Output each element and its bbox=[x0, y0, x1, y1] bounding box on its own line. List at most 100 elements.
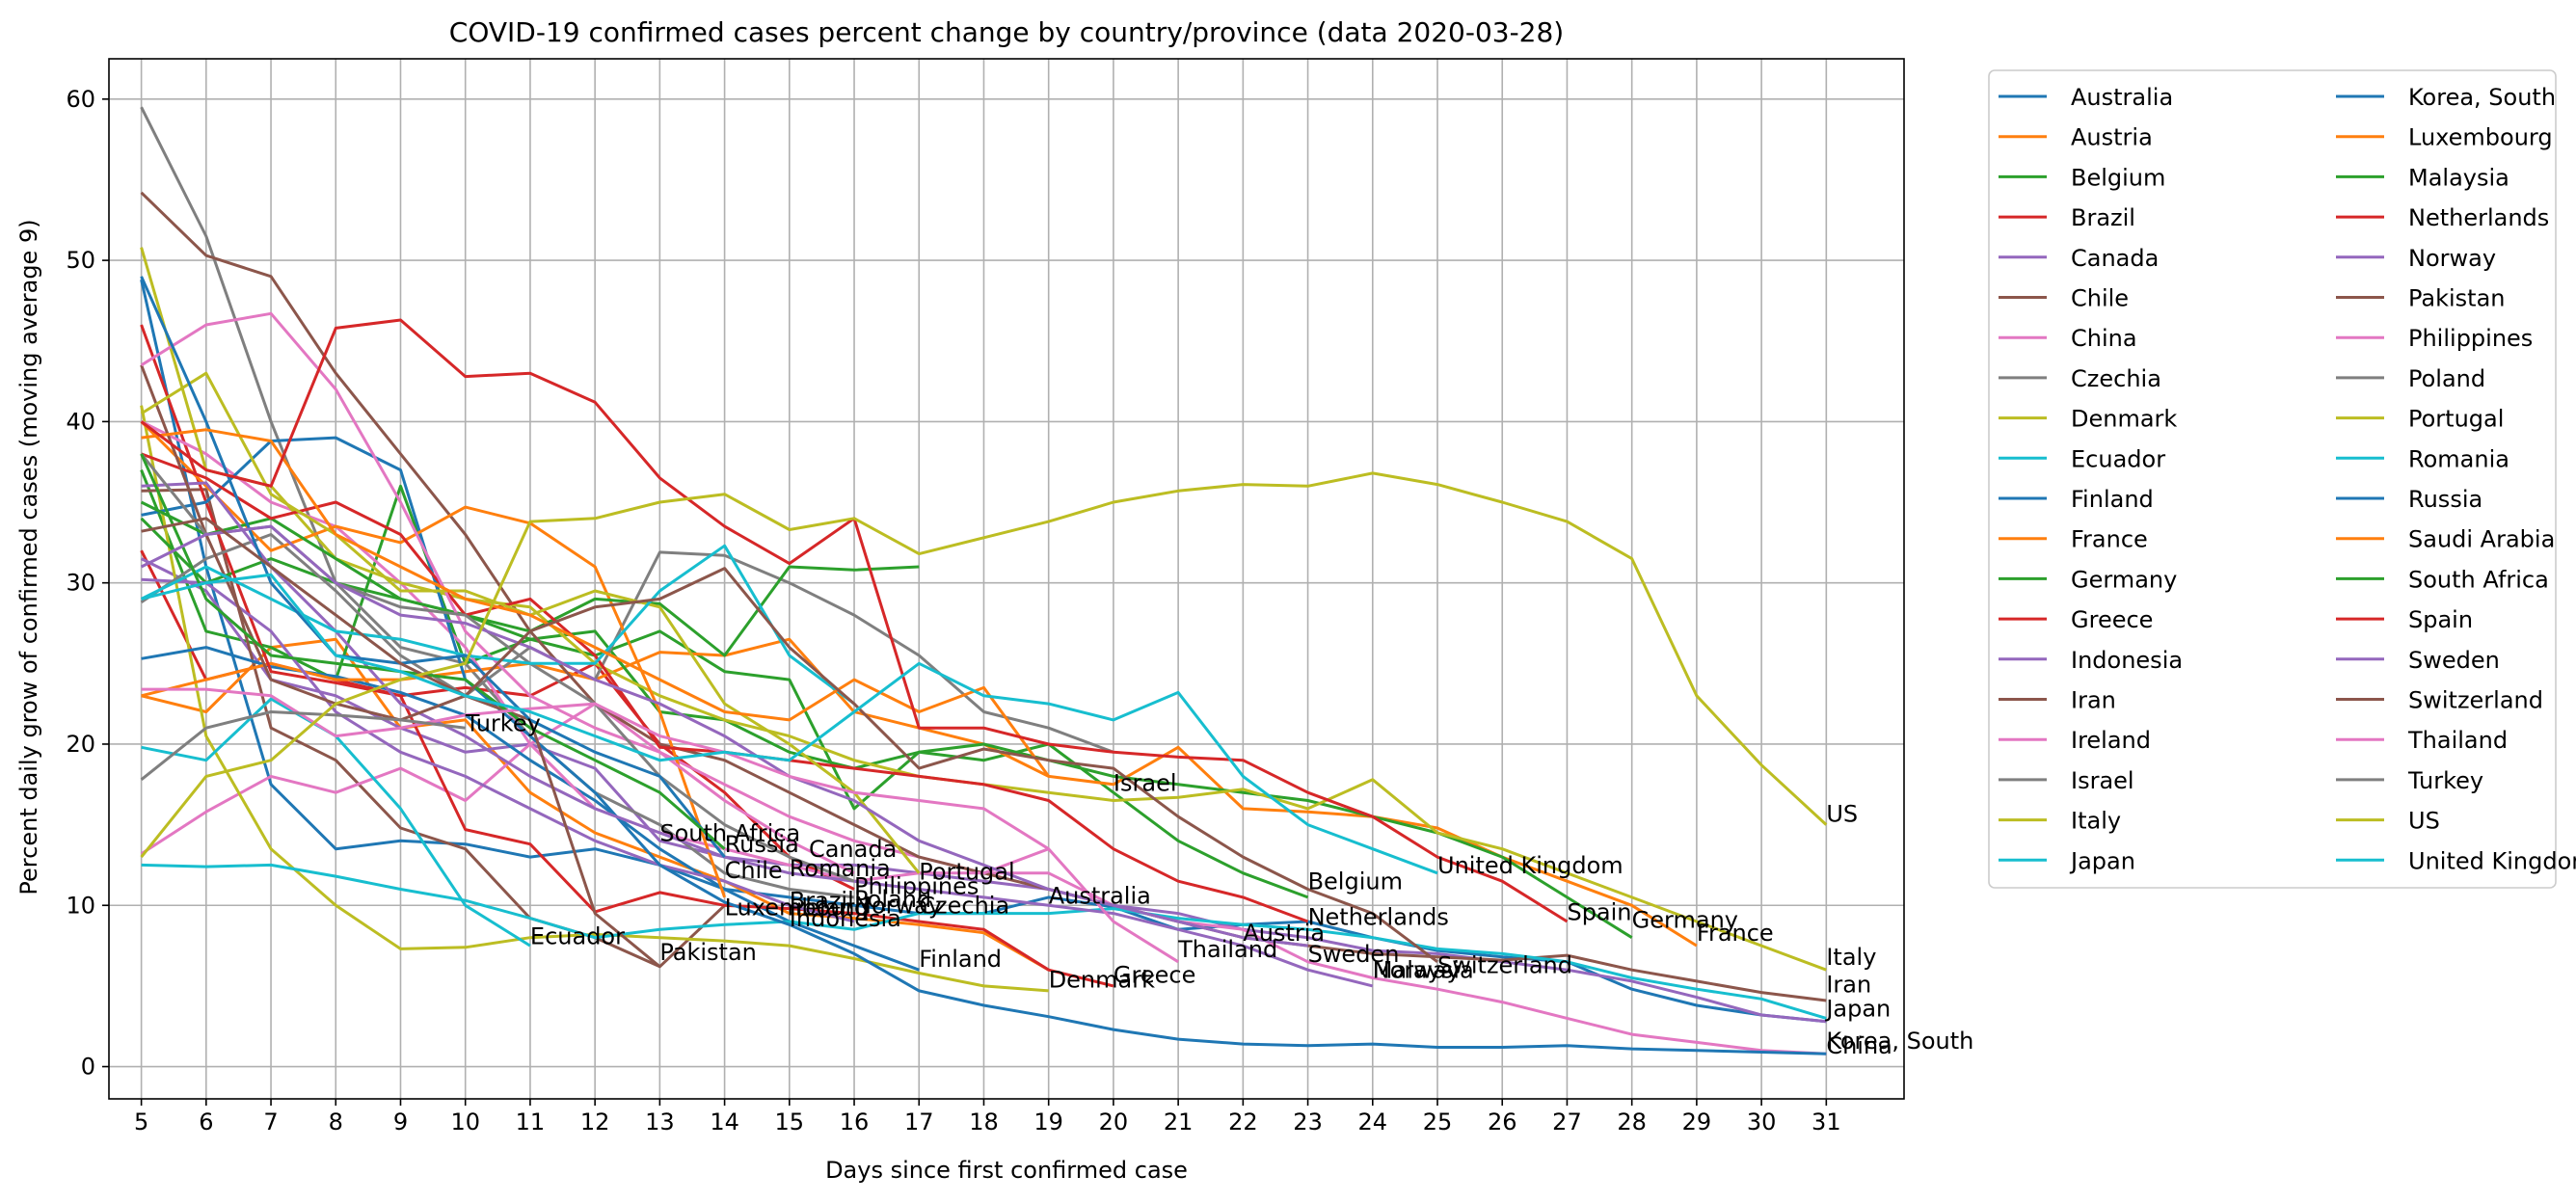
legend-label: Brazil bbox=[2071, 204, 2135, 231]
series-line-korea-south bbox=[141, 436, 1827, 1055]
line-end-label: Italy bbox=[1826, 944, 1876, 971]
x-tick-label: 15 bbox=[775, 1109, 805, 1135]
legend-label: Italy bbox=[2071, 808, 2121, 835]
legend-label: Czechia bbox=[2071, 365, 2161, 392]
line-end-label: Belgium bbox=[1308, 868, 1403, 895]
series-line-south-africa bbox=[140, 453, 726, 850]
legend-label: Turkey bbox=[2407, 767, 2483, 794]
legend-label: Japan bbox=[2069, 847, 2135, 874]
legend-label: Canada bbox=[2071, 245, 2159, 272]
line-end-label: Denmark bbox=[1049, 967, 1155, 994]
legend-label: Indonesia bbox=[2071, 647, 2183, 674]
x-tick-label: 7 bbox=[263, 1109, 278, 1135]
series-line-sweden bbox=[140, 524, 1308, 948]
line-end-label: Luxembourg bbox=[725, 894, 870, 921]
legend-label: Philippines bbox=[2408, 325, 2533, 352]
legend-label: Denmark bbox=[2071, 406, 2177, 433]
x-tick-label: 11 bbox=[516, 1109, 546, 1135]
legend-label: Portugal bbox=[2408, 406, 2504, 433]
series-line-russia bbox=[140, 276, 726, 859]
line-end-label: Greece bbox=[1114, 962, 1195, 989]
legend-label: Luxembourg bbox=[2408, 124, 2553, 151]
line-end-label: United Kingdom bbox=[1437, 852, 1623, 879]
legend-label: Spain bbox=[2408, 606, 2473, 633]
y-tick-label: 30 bbox=[66, 570, 95, 597]
legend-label: Israel bbox=[2071, 767, 2134, 794]
legend-label: Greece bbox=[2071, 606, 2153, 633]
legend-label: Australia bbox=[2071, 84, 2173, 111]
legend-label: Malaysia bbox=[2408, 164, 2509, 191]
line-end-label: Ireland bbox=[790, 894, 870, 921]
line-end-label: Philippines bbox=[854, 873, 979, 900]
x-tick-label: 16 bbox=[840, 1109, 870, 1135]
y-tick-label: 20 bbox=[66, 731, 95, 758]
x-tick-label: 8 bbox=[329, 1109, 343, 1135]
legend-label: Romania bbox=[2408, 445, 2509, 472]
series-line-us bbox=[140, 471, 1828, 859]
legend-label: Russia bbox=[2408, 486, 2482, 513]
y-axis-label: Percent daily grow of confirmed cases (m… bbox=[15, 219, 42, 895]
line-end-label: Poland bbox=[854, 886, 931, 913]
line-end-label: Indonesia bbox=[790, 905, 901, 932]
series-line-luxembourg bbox=[140, 420, 727, 898]
legend-label: US bbox=[2408, 808, 2440, 835]
chart-title: COVID-19 confirmed cases percent change … bbox=[449, 16, 1564, 48]
x-tick-label: 22 bbox=[1228, 1109, 1258, 1135]
legend-label: Pakistan bbox=[2408, 285, 2506, 312]
legend-label: Ecuador bbox=[2071, 445, 2165, 472]
line-end-label: Norway bbox=[1373, 957, 1461, 984]
line-end-label: Malaysia bbox=[1373, 957, 1474, 984]
x-tick-label: 10 bbox=[450, 1109, 480, 1135]
line-end-label: Netherlands bbox=[1308, 903, 1449, 930]
legend-label: Ireland bbox=[2071, 727, 2151, 754]
series-line-indonesia bbox=[141, 577, 855, 923]
legend-label: Belgium bbox=[2071, 164, 2165, 191]
x-tick-label: 6 bbox=[199, 1109, 213, 1135]
legend-label: China bbox=[2071, 325, 2137, 352]
series-line-israel bbox=[140, 533, 1114, 754]
line-end-label: Switzerland bbox=[1437, 952, 1572, 979]
line-end-label: Germany bbox=[1632, 907, 1738, 934]
series-line-switzerland bbox=[141, 517, 1438, 964]
series-line-canada bbox=[140, 557, 1827, 1024]
axis-ticks: 5 6 7 8 9 10 11 12 13 14 15 16 17 18 19 20 21 22 23 24 25 26 2… bbox=[66, 86, 1840, 1135]
line-end-label: Chile bbox=[725, 857, 783, 884]
x-tick-label: 23 bbox=[1293, 1109, 1323, 1135]
line-end-label: Romania bbox=[790, 855, 891, 882]
legend-label: Switzerland bbox=[2408, 687, 2543, 714]
series-line-saudi-arabia bbox=[141, 428, 1050, 778]
series-line-norway bbox=[141, 481, 1374, 988]
x-tick-label: 21 bbox=[1164, 1109, 1194, 1135]
line-end-label: Canada bbox=[809, 836, 897, 863]
series-line-japan bbox=[141, 863, 1827, 1020]
series-line-greece bbox=[140, 324, 1114, 988]
legend-label: Netherlands bbox=[2408, 204, 2549, 231]
line-end-label: Brazil bbox=[790, 888, 854, 915]
series-line-czechia bbox=[140, 106, 855, 899]
legend-label: Poland bbox=[2408, 365, 2485, 392]
line-end-label: Iran bbox=[1826, 972, 1871, 999]
y-tick-label: 50 bbox=[66, 247, 95, 274]
x-axis-label: Days since first confirmed case bbox=[825, 1157, 1188, 1184]
x-tick-label: 19 bbox=[1033, 1109, 1063, 1135]
x-tick-label: 9 bbox=[393, 1109, 408, 1135]
line-end-label: Portugal bbox=[919, 858, 1014, 885]
y-tick-label: 60 bbox=[66, 86, 95, 113]
line-end-label: Ecuador bbox=[530, 922, 625, 949]
x-tick-label: 31 bbox=[1811, 1109, 1841, 1135]
line-end-label: Czechia bbox=[919, 893, 1009, 920]
legend-label: South Africa bbox=[2408, 566, 2549, 593]
x-tick-label: 24 bbox=[1358, 1109, 1388, 1135]
series-line-united-kingdom bbox=[141, 573, 1438, 875]
line-end-label: Israel bbox=[1114, 769, 1177, 796]
y-tick-label: 0 bbox=[81, 1054, 95, 1081]
line-end-label: South Africa bbox=[659, 819, 800, 846]
legend-label: United Kingdom bbox=[2408, 847, 2576, 874]
legend-label: Austria bbox=[2071, 124, 2153, 151]
x-tick-label: 25 bbox=[1423, 1109, 1453, 1135]
line-end-label: Russia bbox=[725, 831, 799, 858]
x-tick-label: 26 bbox=[1488, 1109, 1517, 1135]
plot-frame bbox=[108, 58, 1905, 1100]
series-line-romania bbox=[140, 544, 855, 706]
